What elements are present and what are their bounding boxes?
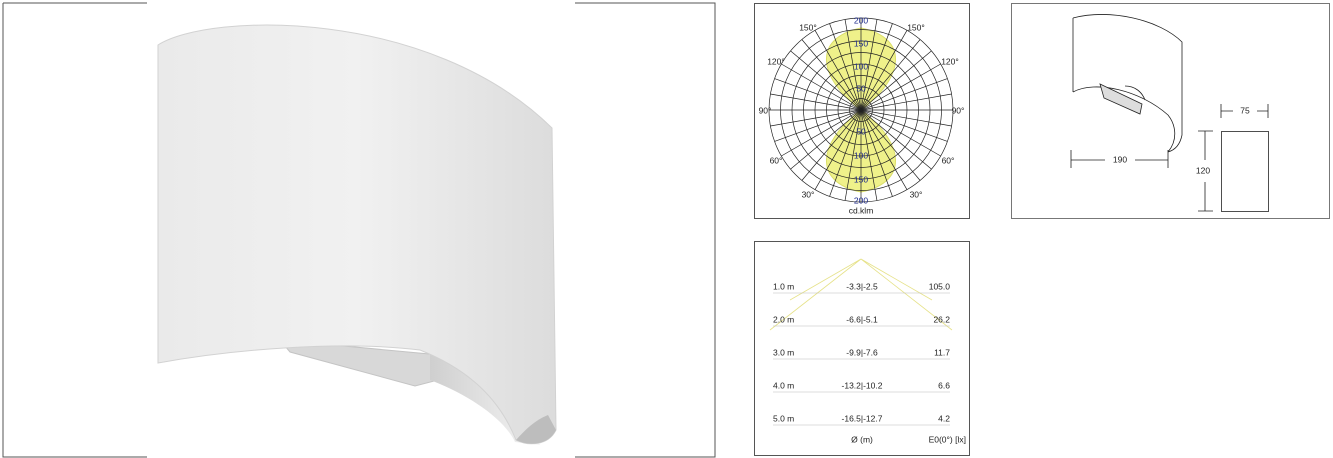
angle-label: 90° [952,105,965,115]
angle-label: 150° [907,22,925,32]
illuminance: 6.6 [938,380,950,390]
diameter: -6.6|-5.1 [846,314,878,324]
angle-label: 30° [910,189,923,199]
ring-label: 50 [856,126,866,136]
ring-label: 200 [854,195,868,205]
ring-label: 150 [854,174,868,184]
illuminance: 26.2 [933,314,950,324]
distance: 4.0 m [773,380,794,390]
dimension-drawing: 190 75 120 [1011,3,1330,219]
illuminance: 4.2 [938,413,950,423]
ring-label: 100 [854,150,868,160]
product-image [2,2,716,458]
footer-label: E0(0°) [lx] [929,434,966,444]
height-label: 120 [1196,165,1210,175]
distance: 1.0 m [773,281,794,291]
ring-label: 100 [854,61,868,71]
angle-label: 150° [799,22,817,32]
illuminance-table: Ø (m) E0(0°) [lx] 1.0 m -3.3|-2.5 105.0 2.0… [754,241,970,456]
width-label: 190 [1113,154,1127,164]
angle-label: 120° [941,56,959,66]
depth-label: 75 [1240,105,1250,115]
distance: 5.0 m [773,413,794,423]
distance: 3.0 m [773,347,794,357]
illuminance: 105.0 [929,281,951,291]
angle-label: 30° [802,189,815,199]
diameter: -16.5|-12.7 [842,413,883,423]
illuminance: 11.7 [934,347,950,357]
ring-label: 200 [854,15,868,25]
ring-label: 50 [856,83,866,93]
diameter: -3.3|-2.5 [846,281,878,291]
footer-label: Ø (m) [851,434,873,444]
angle-label: 90° [759,105,772,115]
angle-label: 60° [942,155,955,165]
distance: 2.0 m [773,314,794,324]
diameter: -13.2|-10.2 [842,380,883,390]
polar-diagram: 200 150 100 50 50 100 150 200 150° 150° … [754,3,970,219]
diameter: -9.9|-7.6 [846,347,878,357]
angle-label: 120° [767,56,785,66]
grid-spoke [770,93,952,127]
angle-label: 60° [770,155,783,165]
unit-label: cd.klm [849,205,874,215]
ring-label: 150 [854,38,868,48]
